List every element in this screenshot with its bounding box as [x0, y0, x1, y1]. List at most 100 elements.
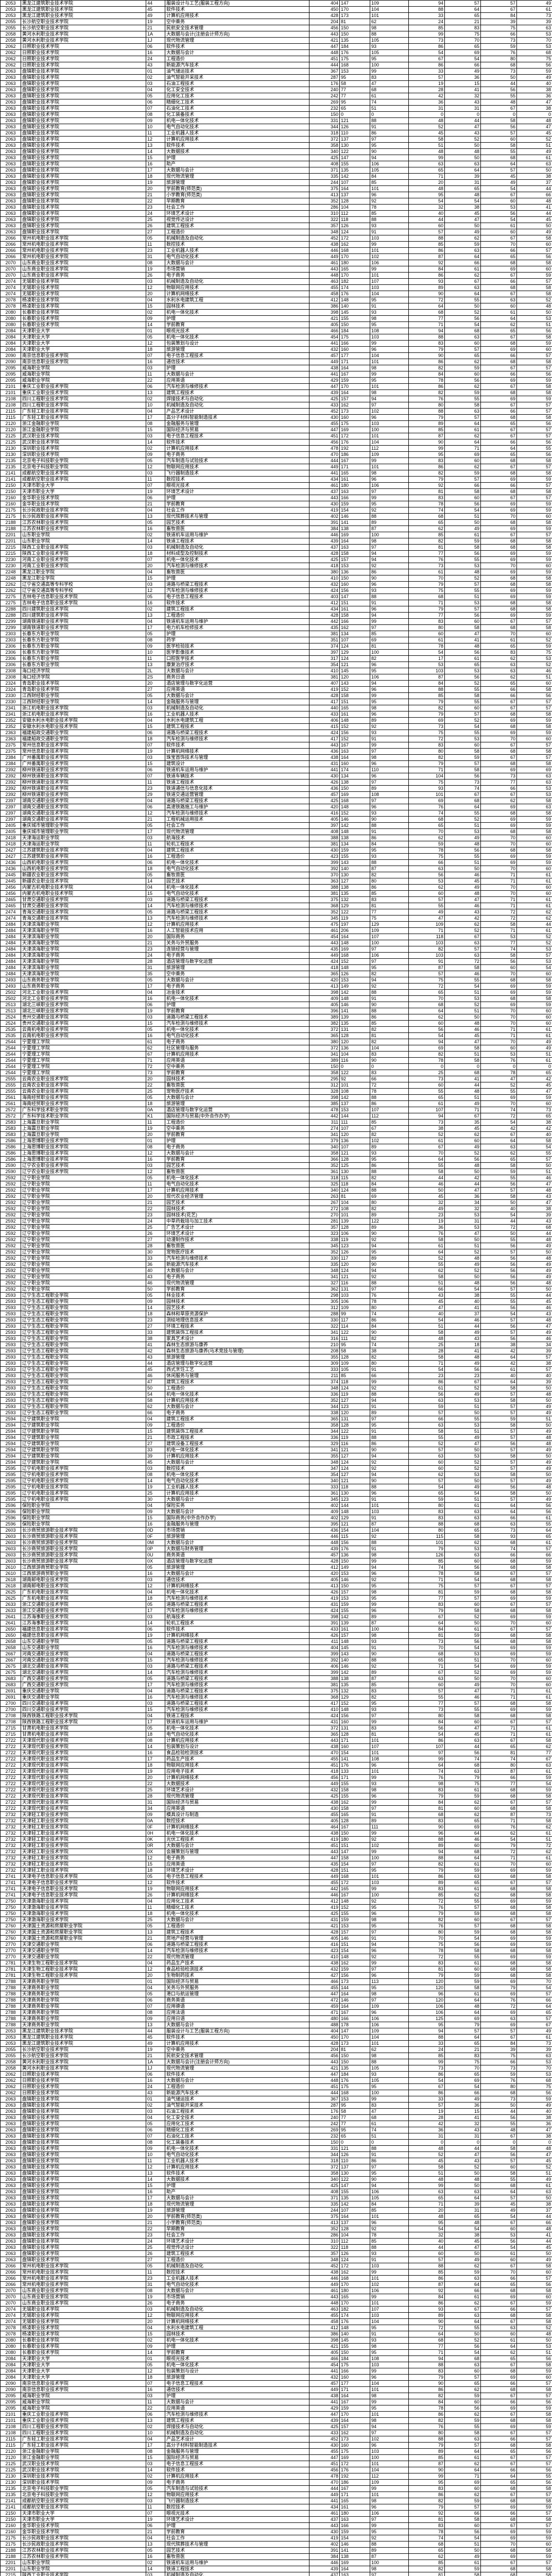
major-name-cell[interactable]: 道路与桥梁工程技术 [165, 1014, 309, 1021]
value-2-cell[interactable]: 95 [370, 2325, 409, 2331]
value-5-cell[interactable]: 58 [480, 1422, 517, 1429]
value-4-cell[interactable]: 56 [444, 550, 481, 557]
school-name-cell[interactable]: 天津滨海职业学院 [21, 940, 146, 946]
value-5-cell[interactable]: 69 [480, 1663, 517, 1670]
table-row[interactable]: 2715甘肃机电职业技术学院18电气自动化技术36512881544571613… [0, 1731, 552, 1738]
value-3-cell[interactable]: 52 [408, 2151, 445, 2158]
total-score-cell[interactable]: 312 [309, 1082, 340, 1089]
value-5-cell[interactable]: 68 [480, 2182, 517, 2189]
total-score-cell[interactable]: 348 [309, 1459, 340, 1466]
value-6-cell[interactable]: 49 [516, 1039, 552, 1045]
value-4-cell[interactable]: 67 [444, 1379, 481, 1385]
major-name-cell[interactable]: 电气自动化技术 [165, 1032, 309, 1039]
value-6-cell[interactable]: 58 [516, 2287, 552, 2294]
value-6-cell[interactable]: 58 [516, 1577, 552, 1583]
value-6-cell[interactable]: 59 [516, 340, 552, 347]
table-row[interactable]: 2053黑龙江建筑职业技术学院45软件技术450170104886467614 [0, 2034, 552, 2041]
school-name-cell[interactable]: 盘锦职业技术学院 [21, 2195, 146, 2201]
value-2-cell[interactable]: 98 [370, 754, 409, 761]
value-5-cell[interactable]: 57 [480, 1434, 517, 1441]
table-row[interactable]: 2306长春东方职业学院11口腔医学技术31712482176162535 [0, 655, 552, 662]
value-4-cell[interactable]: 57 [444, 581, 481, 588]
value-4-cell[interactable]: 52 [444, 680, 481, 687]
school-name-cell[interactable]: 湖北三峡职业技术学院 [21, 1002, 146, 1008]
table-row[interactable]: 2275吉林电子信息职业技术学院16软件技术412151917153685814 [0, 600, 552, 606]
total-score-cell[interactable]: 357 [309, 223, 340, 229]
school-name-cell[interactable]: 长沙商贸旅游职业技术学院 [21, 1527, 146, 1534]
school-code-cell[interactable]: 2074 [0, 2306, 21, 2313]
value-3-cell[interactable]: 66 [408, 1286, 445, 1293]
value-5-cell[interactable]: 60 [480, 229, 517, 235]
value-3-cell[interactable]: 126 [408, 1552, 445, 1558]
major-code-cell[interactable]: 26 [146, 223, 165, 229]
value-2-cell[interactable]: 99 [370, 1886, 409, 1892]
value-3-cell[interactable]: 84 [408, 266, 445, 273]
value-2-cell[interactable]: 51 [370, 2133, 409, 2140]
table-row[interactable]: 2544宁夏理工学院73学前教育35812283256878654 [0, 1070, 552, 1076]
major-name-cell[interactable]: 眼视光技术 [165, 482, 309, 489]
table-row[interactable]: 2330江西财经职业学院14金融服务与管理417151957955675713 [0, 699, 552, 705]
value-3-cell[interactable]: 57 [408, 2102, 445, 2109]
value-2-cell[interactable]: 97 [370, 748, 409, 755]
value-6-cell[interactable]: 40 [516, 1131, 552, 1138]
value-1-cell[interactable]: 136 [339, 1552, 370, 1558]
value-6-cell[interactable]: 60 [516, 884, 552, 891]
table-row[interactable]: 2592辽宁职业学院30宠物医疗技术35212695645257508 [0, 1249, 552, 1256]
value-3-cell[interactable]: 32 [408, 204, 445, 211]
school-code-cell[interactable]: 2544 [0, 1045, 21, 1052]
total-score-cell[interactable]: 412 [309, 2325, 340, 2331]
major-code-cell[interactable]: 19 [146, 179, 165, 186]
value-4-cell[interactable]: 66 [444, 2287, 481, 2294]
value-3-cell[interactable]: 78 [408, 377, 445, 384]
value-4-cell[interactable]: 48 [444, 1280, 481, 1286]
value-6-cell[interactable]: 49 [516, 0, 552, 7]
value-2-cell[interactable]: 93 [370, 1781, 409, 1787]
value-5-cell[interactable]: 71 [480, 1818, 517, 1824]
major-name-cell[interactable]: 建筑工程技术 [165, 847, 309, 854]
total-score-cell[interactable]: 456 [309, 2053, 340, 2059]
value-3-cell[interactable]: 63 [408, 2189, 445, 2195]
value-5-cell[interactable]: 68 [480, 389, 517, 396]
total-score-cell[interactable]: 412 [309, 600, 340, 606]
school-code-cell[interactable]: 2593 [0, 1292, 21, 1299]
value-3-cell[interactable]: 67 [408, 1669, 445, 1676]
school-name-cell[interactable]: 天津电子信息职业技术学院 [21, 1892, 146, 1899]
table-row[interactable]: 2708 陕西铁路工程职业技术学院 04 铁道工程技术 424 156 97 80 58 68 58… [0, 1713, 552, 1719]
value-5-cell[interactable]: 57 [480, 1478, 517, 1484]
value-1-cell[interactable]: 124 [339, 1465, 370, 1472]
major-code-cell[interactable]: 30 [146, 1249, 165, 1256]
school-name-cell[interactable]: 湖南交通职业技术学院 [21, 798, 146, 804]
table-row[interactable]: 2760天津国土资源和房屋职业学院05工程造价42115395765768581… [0, 1923, 552, 1929]
major-name-cell[interactable]: 国际经济与贸易 [165, 427, 309, 433]
total-score-cell[interactable]: 434 [309, 476, 340, 483]
value-6-cell[interactable]: 63 [516, 25, 552, 31]
value-4-cell[interactable]: 68 [444, 2355, 481, 2362]
value-1-cell[interactable]: 85 [339, 1372, 370, 1379]
school-name-cell[interactable]: 柳州铁道职业技术学院 [21, 773, 146, 779]
major-code-cell[interactable]: 06 [146, 43, 165, 50]
school-code-cell[interactable]: 2063 [0, 2096, 21, 2103]
major-code-cell[interactable]: 14 [146, 538, 165, 545]
total-score-cell[interactable]: 286 [309, 204, 340, 211]
major-name-cell[interactable]: 铁道工程技术 [165, 538, 309, 545]
value-6-cell[interactable]: 56 [516, 692, 552, 699]
major-code-cell[interactable]: 04 [146, 1502, 165, 1509]
major-name-cell[interactable]: 建筑工程技术 [165, 1929, 309, 1936]
value-2-cell[interactable]: 99 [370, 1558, 409, 1565]
value-3-cell[interactable]: 76 [408, 396, 445, 402]
total-score-cell[interactable]: 358 [309, 1150, 340, 1157]
total-score-cell[interactable]: 461 [309, 927, 340, 934]
school-name-cell[interactable]: 山东交通职业学院 [21, 1645, 146, 1651]
value-4-cell[interactable]: 45 [444, 1125, 481, 1132]
value-2-cell[interactable]: 78 [370, 2232, 409, 2239]
table-row[interactable]: 2592辽宁职业学院43电子商务341121925850564913 [0, 1274, 552, 1280]
major-name-cell[interactable]: 道路与桥梁工程技术 [165, 1601, 309, 1608]
school-name-cell[interactable]: 黄河水利职业技术学院 [21, 31, 146, 38]
value-2-cell[interactable]: 90 [370, 1002, 409, 1008]
value-3-cell[interactable]: 67 [408, 1614, 445, 1620]
value-1-cell[interactable]: 155 [339, 1910, 370, 1917]
school-code-cell[interactable]: 2445 [0, 872, 21, 878]
value-1-cell[interactable]: 147 [339, 594, 370, 600]
school-name-cell[interactable]: 辽宁生态工程职业学院 [21, 1329, 146, 1336]
major-code-cell[interactable]: 03 [146, 544, 165, 551]
